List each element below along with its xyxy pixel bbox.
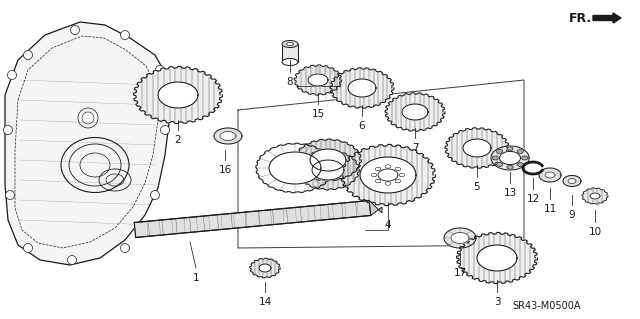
Polygon shape: [370, 164, 406, 186]
Text: 15: 15: [312, 109, 324, 119]
Polygon shape: [451, 233, 469, 243]
Circle shape: [70, 26, 79, 34]
Text: 6: 6: [358, 121, 365, 131]
Circle shape: [120, 243, 129, 253]
Ellipse shape: [399, 173, 404, 177]
Text: 5: 5: [474, 182, 480, 192]
Polygon shape: [308, 74, 328, 86]
Text: 7: 7: [412, 143, 419, 153]
Text: 10: 10: [588, 227, 602, 237]
Polygon shape: [456, 233, 538, 284]
Polygon shape: [310, 149, 346, 171]
Polygon shape: [134, 201, 371, 237]
Text: SR43-M0500A: SR43-M0500A: [512, 301, 580, 311]
Circle shape: [8, 70, 17, 79]
Polygon shape: [158, 82, 198, 108]
Polygon shape: [477, 245, 517, 271]
Text: 13: 13: [504, 188, 516, 198]
Ellipse shape: [282, 41, 298, 48]
Ellipse shape: [282, 58, 298, 65]
Polygon shape: [259, 264, 271, 272]
Circle shape: [24, 243, 33, 253]
Polygon shape: [378, 169, 398, 181]
Polygon shape: [463, 139, 491, 157]
Text: 12: 12: [526, 194, 540, 204]
Polygon shape: [330, 68, 394, 108]
Ellipse shape: [371, 173, 377, 177]
Ellipse shape: [375, 167, 381, 171]
FancyArrow shape: [593, 13, 621, 23]
Ellipse shape: [395, 167, 401, 171]
Ellipse shape: [385, 182, 391, 185]
Ellipse shape: [395, 179, 401, 183]
Polygon shape: [256, 143, 334, 193]
Text: 3: 3: [493, 297, 500, 307]
Ellipse shape: [507, 147, 513, 151]
Ellipse shape: [517, 163, 524, 167]
Polygon shape: [539, 168, 561, 182]
Polygon shape: [582, 188, 608, 204]
Text: 9: 9: [569, 210, 575, 220]
Text: 2: 2: [175, 135, 181, 145]
Ellipse shape: [287, 42, 294, 46]
Circle shape: [6, 190, 15, 199]
Polygon shape: [294, 139, 362, 181]
Polygon shape: [444, 228, 476, 248]
Text: 8: 8: [287, 77, 293, 87]
Text: 17: 17: [453, 268, 467, 278]
Ellipse shape: [492, 156, 499, 160]
Polygon shape: [568, 179, 576, 183]
Ellipse shape: [497, 163, 502, 167]
Polygon shape: [360, 157, 416, 193]
Ellipse shape: [385, 165, 391, 168]
Text: 11: 11: [543, 204, 557, 214]
Polygon shape: [134, 66, 223, 123]
Ellipse shape: [522, 156, 528, 160]
Text: FR.: FR.: [569, 11, 592, 25]
Polygon shape: [545, 172, 555, 178]
Circle shape: [161, 125, 170, 135]
Polygon shape: [5, 22, 170, 265]
Text: 4: 4: [385, 220, 391, 230]
Circle shape: [120, 31, 129, 40]
Ellipse shape: [497, 150, 502, 153]
Ellipse shape: [375, 179, 381, 183]
Circle shape: [3, 125, 13, 135]
Ellipse shape: [517, 150, 524, 153]
Polygon shape: [296, 150, 360, 190]
Circle shape: [24, 50, 33, 60]
Polygon shape: [294, 65, 342, 95]
Polygon shape: [385, 93, 445, 131]
Polygon shape: [220, 131, 236, 140]
Polygon shape: [214, 128, 242, 144]
Polygon shape: [348, 79, 376, 97]
Text: 14: 14: [259, 297, 271, 307]
Polygon shape: [340, 145, 435, 206]
Polygon shape: [402, 104, 428, 120]
Circle shape: [67, 256, 77, 264]
Text: 16: 16: [218, 165, 232, 175]
Polygon shape: [369, 201, 382, 215]
Polygon shape: [500, 152, 520, 165]
Polygon shape: [312, 160, 344, 180]
Text: 1: 1: [193, 273, 199, 283]
Polygon shape: [250, 258, 280, 278]
Polygon shape: [491, 146, 529, 170]
Polygon shape: [563, 175, 581, 187]
Bar: [282, 44, 298, 62]
Polygon shape: [269, 152, 321, 184]
Ellipse shape: [507, 166, 513, 169]
Polygon shape: [445, 128, 509, 168]
Circle shape: [150, 190, 159, 199]
Circle shape: [156, 65, 164, 75]
Polygon shape: [590, 193, 600, 199]
